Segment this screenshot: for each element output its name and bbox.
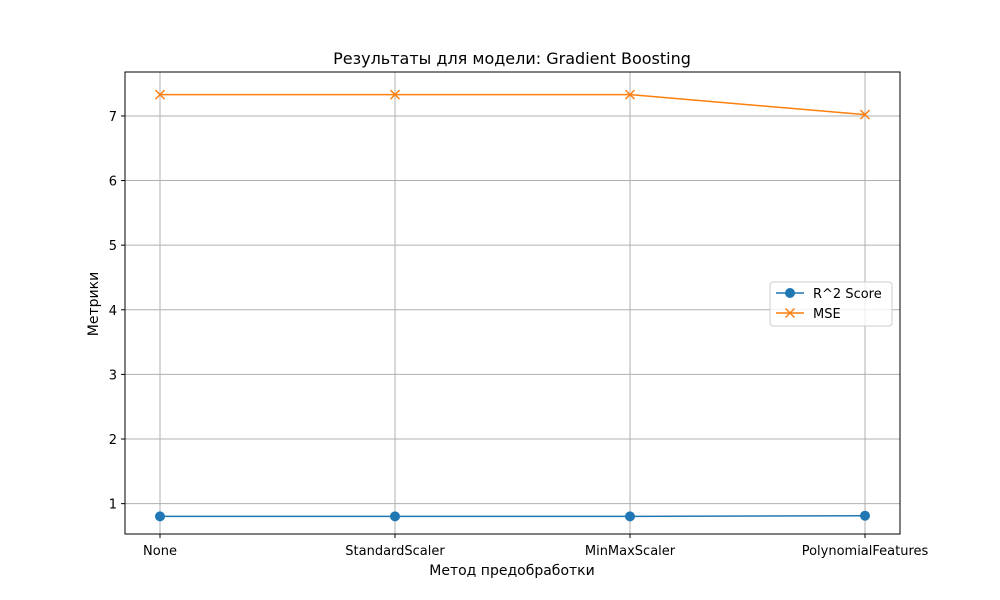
data-point-mse [389,89,401,100]
marker-x-stroke [624,89,636,100]
x-tick-label: MinMaxScaler [585,544,676,559]
y-tick-label: 4 [109,304,117,319]
series-line-r-2-score [160,514,866,518]
y-tick-label: 1 [109,498,117,513]
y-tick-label: 3 [109,368,117,383]
y-tick-label: 7 [109,110,117,125]
legend-marker [784,307,796,319]
marker-x-stroke [389,89,401,100]
grid [125,72,900,534]
data-point-r-2-score [390,511,400,522]
legend-label: MSE [813,307,841,322]
y-tick-label: 5 [109,239,117,254]
y-axis-label: Метрики [86,272,102,336]
ticks: None StandardScaler MinMaxScaler Polynomial… [109,110,929,559]
legend-entry-r-2-score: R^2 Score [776,287,882,302]
marker-x-stroke [859,109,871,120]
data-point-mse [859,109,871,120]
marker-x-stroke [784,307,796,319]
x-tick-label: StandardScaler [345,544,445,559]
data-point-r-2-score [155,511,165,522]
series-r-2-score [155,510,870,522]
x-axis-label: Метод предобработки [429,563,594,579]
data-point-mse [154,89,166,100]
x-tick-label: PolynomialFeatures [802,544,929,559]
y-tick-label: 6 [109,175,117,190]
y-tick-label: 2 [109,433,117,448]
chart-title: Результаты для модели: Gradient Boosting [333,49,691,68]
series-mse [154,89,871,120]
data-point-r-2-score [625,511,635,522]
x-tick-label: None [143,544,177,559]
legend-marker [785,288,795,298]
series-layer [154,89,871,522]
data-point-r-2-score [860,510,870,521]
marker-x-stroke [154,89,166,100]
legend-entry-mse: MSE [776,307,841,322]
data-point-mse [624,89,636,100]
series-line-mse [160,93,866,116]
plot-frame [124,71,901,535]
legend-label: R^2 Score [813,287,882,302]
legend: R^2 Score MSE [769,281,893,327]
